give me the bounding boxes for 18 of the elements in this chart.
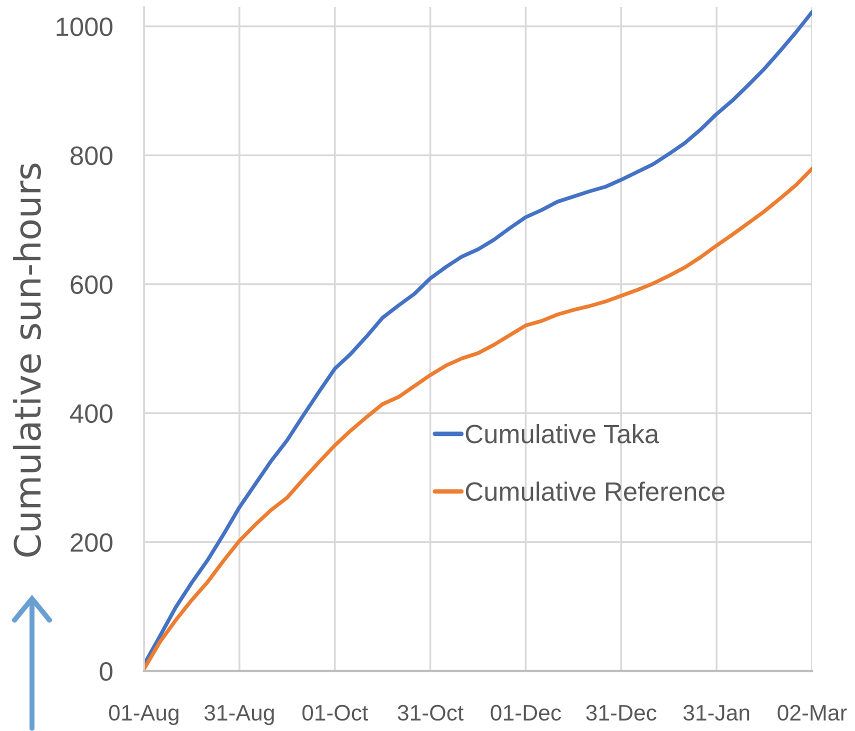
x-tick-label: 31-Oct	[398, 704, 464, 721]
y-tick-label: 600	[70, 275, 112, 294]
y-tick-label: 200	[70, 533, 112, 552]
y-axis-title: Cumulative sun-hours	[13, 164, 42, 557]
y-tick-label: 400	[70, 404, 112, 423]
line-series	[144, 166, 812, 671]
x-tick-label: 01-Dec	[490, 704, 561, 721]
y-tick-label: 1000	[56, 17, 112, 36]
x-tick-label: 01-Oct	[302, 704, 368, 721]
y-tick-label: 0	[100, 662, 112, 681]
x-tick-label: 02-Mar	[778, 704, 847, 721]
x-tick-label: 31-Dec	[586, 704, 656, 721]
x-tick-label: 31-Jan	[683, 704, 750, 721]
x-tick-label: 31-Aug	[204, 704, 274, 726]
x-tick-label: 01-Aug	[109, 704, 178, 726]
legend-label: Cumulative Reference	[466, 482, 724, 501]
y-tick-label: 800	[70, 146, 112, 166]
legend-label: Cumulative Taka	[466, 424, 660, 444]
